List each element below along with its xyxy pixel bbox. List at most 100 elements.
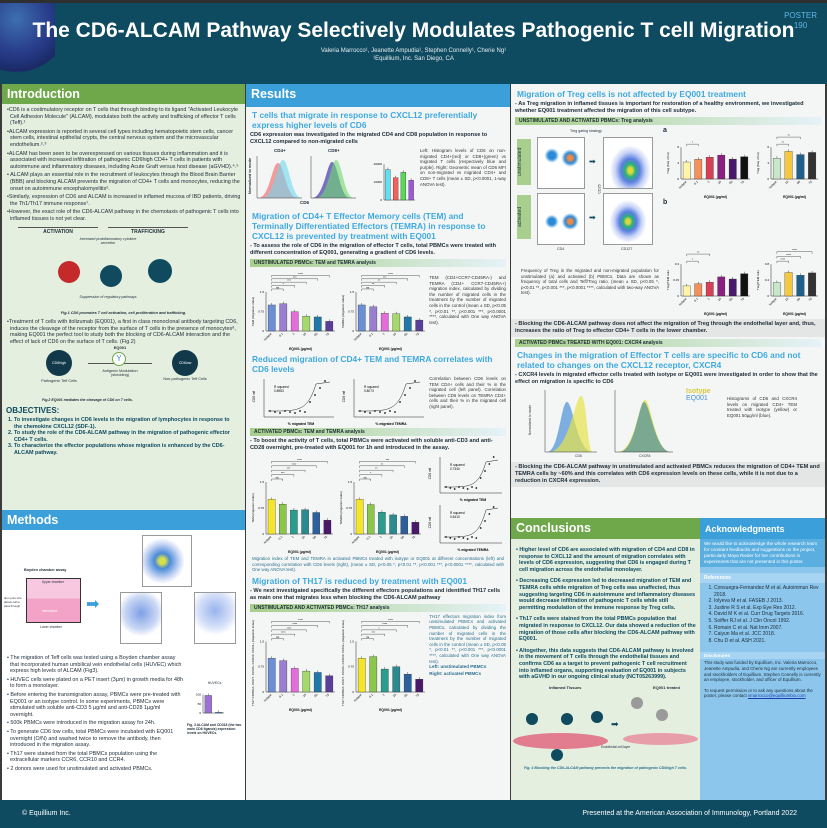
- bar: [796, 154, 805, 180]
- cxcr4-conclusion: - Blocking the CD6-ALCAM pathway in unst…: [511, 462, 825, 487]
- right-column: Migration of Treg cells is not affected …: [511, 84, 825, 800]
- objective-item: To characterize the effector populations…: [14, 443, 235, 456]
- significance-bracket: [359, 478, 371, 481]
- fig3-bar-chart: 0 50 100: [196, 693, 224, 715]
- significance-bracket: [271, 288, 284, 291]
- dendritic-cell-icon: [58, 260, 80, 283]
- data-point: [324, 380, 326, 382]
- significance-label: **: [782, 141, 785, 145]
- bar: [740, 273, 749, 297]
- intro-bullet: •ALCAM expression is reported in several…: [7, 128, 234, 148]
- boyden-chamber-diagram: [26, 578, 81, 623]
- y-tick-label: 0.75: [346, 506, 352, 510]
- bar: [694, 159, 703, 180]
- r-squared-label: R squared: [274, 385, 289, 389]
- results-heading: Results: [246, 84, 510, 107]
- significance-bracket: [361, 625, 408, 628]
- x-tick-label: 1: [706, 180, 710, 184]
- bar: [357, 304, 366, 332]
- bar: [784, 272, 793, 297]
- significance-label: ****: [298, 618, 304, 622]
- y-tick-label: 1.5: [348, 480, 353, 484]
- bar: [357, 657, 366, 692]
- bar: [313, 316, 322, 332]
- objectives-heading: OBJECTIVES:: [6, 406, 60, 416]
- significance-label: **: [381, 462, 384, 466]
- x-tick-label: 10: [301, 535, 306, 540]
- data-point: [309, 401, 311, 403]
- data-point: [445, 536, 447, 538]
- t-cell-icon: [591, 710, 603, 723]
- unstimulated-label: unstimulated: [517, 139, 531, 185]
- cxcr4-text: - CXCR4 levels in migrated effector cell…: [515, 372, 818, 385]
- significance-bracket: [361, 638, 374, 641]
- treg-figure-b: Frequency of Treg in the migrated and no…: [515, 248, 821, 317]
- bar: [408, 180, 414, 201]
- significance-bracket: [271, 474, 295, 477]
- significance-label: ns: [276, 285, 280, 289]
- data-point: [449, 537, 452, 539]
- bar: [301, 509, 309, 535]
- r-squared-label: R squared: [450, 511, 465, 515]
- x-tick-label: 10: [391, 332, 396, 337]
- x-tick-label: 10: [302, 692, 307, 697]
- y-tick-label: 0: [677, 177, 679, 181]
- intro-bullet: •However, the exact role of the CD6-ALCA…: [7, 209, 239, 222]
- bar: [279, 660, 288, 692]
- activation-label: ACTIVATION: [18, 226, 98, 235]
- y-tick-label: 6: [677, 145, 679, 149]
- treg-freq-act-chart: 0 3 6 isotype 10 50 75 **** Treg (freq of tot) EQ…: [756, 134, 818, 199]
- y-axis-label: CD6 mfi: [428, 516, 432, 528]
- contact-email-link[interactable]: vmarrocco@equilliumbio.com: [747, 693, 806, 699]
- bar: [392, 177, 399, 201]
- y-axis-label: Th17 CD45RA- CCR7- CCR6+ CCR10- CCR4+ (m…: [341, 620, 345, 706]
- significance-bracket: [271, 281, 307, 285]
- data-point: [445, 486, 447, 488]
- cxcr4-title: Changes in the migration of Effector T c…: [517, 350, 801, 370]
- x-tick-label: 75: [411, 535, 416, 540]
- data-point: [289, 411, 291, 413]
- y-tick-label: 0: [262, 690, 264, 694]
- x-axis-label: EQ001 (µg/ml): [783, 195, 806, 199]
- data-point: [458, 486, 460, 488]
- legend-eq001: EQ001: [686, 395, 708, 402]
- significance-bracket: [271, 461, 328, 464]
- logo-art: [0, 3, 55, 83]
- arrow-right-icon: ➡: [86, 596, 100, 613]
- panel-b-label: b: [663, 199, 668, 206]
- results-subtitle-5: Migration of TH17 is reduced by treatmen…: [252, 575, 468, 586]
- x-tick-label: 10: [784, 180, 789, 185]
- conclusion-bullet: • Altogether, this data suggests that CD…: [516, 647, 694, 681]
- results-subtitle-3: Reduced migration of CD4+ TEM and TEMRA …: [252, 354, 493, 374]
- intro-bullet: •CD6 is a costimulatory receptor on T ce…: [7, 107, 239, 127]
- methods-bullet: • Th17 were stained from the total PBMCs…: [7, 750, 158, 764]
- bar: [385, 169, 391, 201]
- fig2-diagram: CD6high Pathogenic Teff Cells EQ001 Y An…: [8, 345, 239, 397]
- arrow-right-icon: ➡: [611, 718, 619, 729]
- y-tick-label: 1.5: [260, 639, 265, 643]
- x-tick-label: 75: [740, 180, 745, 185]
- acknowledgments-section: Acknowledgments We would like to acknowl…: [700, 518, 825, 800]
- histogram-cd4-migrated: [262, 160, 302, 198]
- reference-item: Caiyun Ma et al. JCC 2018.: [714, 631, 823, 638]
- cd127-axis-label: CD127: [621, 247, 633, 251]
- significance-label: *: [370, 471, 372, 475]
- introduction-heading: Introduction: [2, 84, 245, 104]
- x-tick-label: 75: [808, 180, 813, 185]
- significance-bracket: [271, 278, 318, 281]
- gating-title: Treg gating strategy: [570, 129, 602, 133]
- poster-footer: © Equillium Inc. Presented at the Americ…: [0, 800, 827, 828]
- poster-number-value: 190: [793, 21, 808, 30]
- reference-item: Iolyeva M et al. FASEB J 2013.: [714, 598, 823, 605]
- data-point: [492, 456, 495, 458]
- data-point: [484, 470, 486, 472]
- fig1-diagram: ACTIVATION TRAFFICKING Increased proinfl…: [8, 225, 239, 308]
- data-point: [388, 410, 391, 412]
- significance-label: ns: [366, 285, 370, 289]
- significance-label: ****: [388, 272, 394, 276]
- x-axis-label: EQ001 (µg/ml): [376, 550, 399, 554]
- y-axis-label: TEM (migration index): [251, 493, 255, 523]
